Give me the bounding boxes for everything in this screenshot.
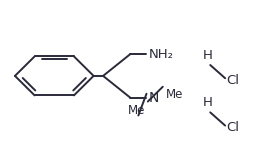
Text: NH₂: NH₂ <box>149 48 174 61</box>
Text: H: H <box>202 96 212 109</box>
Text: Me: Me <box>165 88 183 100</box>
Text: Cl: Cl <box>227 121 239 134</box>
Text: H: H <box>202 49 212 62</box>
Text: Cl: Cl <box>227 74 239 87</box>
Text: Me: Me <box>128 104 146 117</box>
Text: N: N <box>149 91 159 105</box>
